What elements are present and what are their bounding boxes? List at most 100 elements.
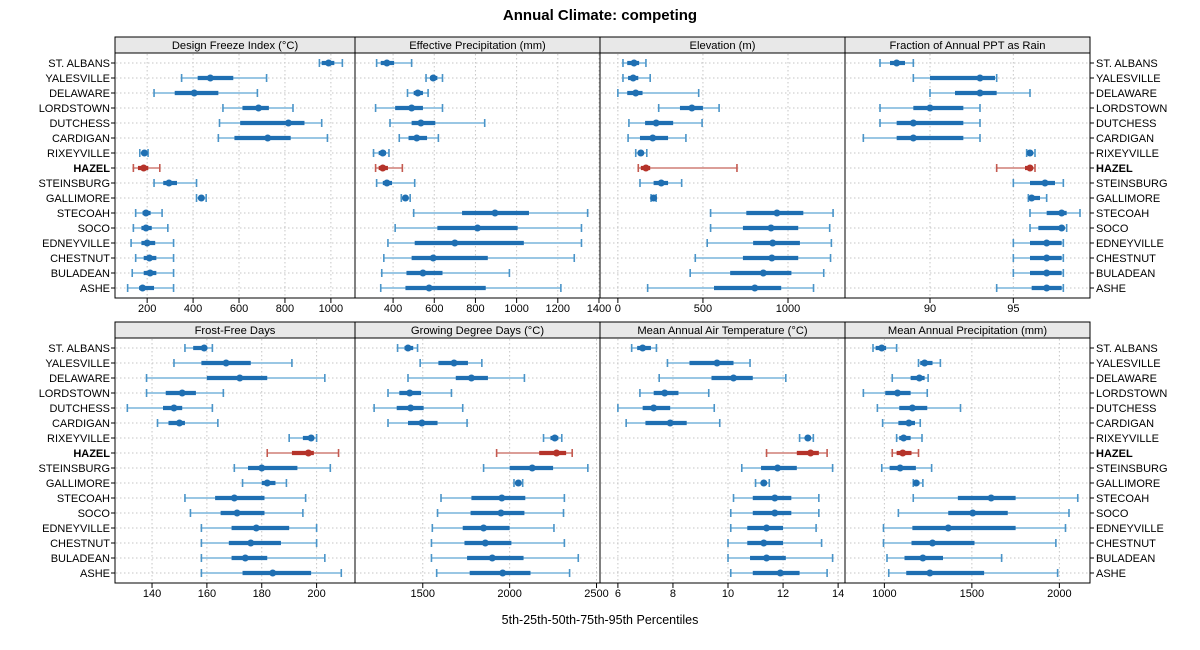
- site-label-left: EDNEYVILLE: [42, 523, 110, 535]
- glyph-layer: [617, 59, 834, 292]
- median-dot: [909, 134, 917, 142]
- site-label-right: STEINSBURG: [1096, 463, 1168, 475]
- percentile-glyph: [891, 374, 929, 382]
- percentile-glyph: [666, 359, 751, 367]
- median-dot: [429, 254, 437, 262]
- median-dot: [1043, 269, 1051, 277]
- site-label-left: ST. ALBANS: [48, 343, 110, 355]
- strip-title: Fraction of Annual PPT as Rain: [890, 40, 1046, 52]
- panel-border: [114, 337, 356, 584]
- percentile-glyph: [389, 119, 486, 127]
- percentile-glyph: [407, 374, 526, 382]
- median-dot: [1026, 164, 1034, 172]
- median-dot: [491, 209, 499, 217]
- median-dot: [760, 479, 768, 487]
- percentile-glyph: [425, 74, 444, 82]
- x-tick-label: 1200: [546, 303, 570, 315]
- percentile-glyph: [995, 284, 1065, 292]
- median-dot: [807, 449, 815, 457]
- percentile-glyph: [387, 239, 583, 247]
- site-label-right: YALESVILLE: [1096, 358, 1161, 370]
- panel-mean-annual-precipitation-mm-: Mean Annual Precipitation (mm) 1000 1500 20…: [844, 321, 1091, 600]
- x-tick-label: 400: [384, 303, 402, 315]
- median-dot: [197, 194, 205, 202]
- percentile-glyph: [729, 524, 817, 532]
- percentile-glyph: [1012, 269, 1065, 277]
- site-label-left: GALLIMORE: [46, 193, 110, 205]
- median-dot: [944, 524, 952, 532]
- median-dot: [408, 104, 416, 112]
- median-dot: [759, 269, 767, 277]
- median-dot: [926, 569, 934, 577]
- site-label-right: CARDIGAN: [1096, 418, 1154, 430]
- percentile-glyph: [891, 449, 920, 457]
- percentile-glyph: [646, 284, 815, 292]
- x-tick-label: 800: [466, 303, 484, 315]
- panel-border: [844, 337, 1091, 584]
- percentile-glyph: [222, 104, 294, 112]
- median-dot: [481, 539, 489, 547]
- site-label-right: STECOAH: [1096, 493, 1149, 505]
- glyph-layer: [617, 344, 834, 577]
- median-dot: [899, 449, 907, 457]
- glyph-layer: [373, 344, 589, 577]
- median-dot: [304, 449, 312, 457]
- median-dot: [896, 464, 904, 472]
- percentile-glyph: [482, 464, 589, 472]
- percentile-glyph: [876, 404, 962, 412]
- percentile-glyph: [153, 179, 198, 187]
- percentile-glyph: [132, 164, 161, 172]
- percentile-glyph: [495, 449, 573, 457]
- site-label-left: HAZEL: [73, 163, 110, 175]
- median-dot: [241, 554, 249, 562]
- glyph-layer: [126, 344, 343, 577]
- percentile-glyph: [400, 194, 411, 202]
- percentile-glyph: [729, 509, 820, 517]
- median-dot: [1058, 224, 1066, 232]
- median-dot: [768, 254, 776, 262]
- panel-border: [599, 337, 846, 584]
- median-dot: [905, 419, 913, 427]
- median-dot: [666, 419, 674, 427]
- percentile-glyph: [379, 284, 562, 292]
- median-dot: [255, 104, 263, 112]
- percentile-glyph: [617, 89, 700, 97]
- median-dot: [1028, 194, 1036, 202]
- median-dot: [252, 524, 260, 532]
- median-dot: [774, 464, 782, 472]
- x-tick-label: 14: [832, 588, 844, 600]
- percentile-glyph: [156, 419, 219, 427]
- percentile-glyph: [765, 449, 828, 457]
- median-dot: [418, 419, 426, 427]
- percentile-glyph: [383, 254, 576, 262]
- percentile-glyph: [995, 164, 1036, 172]
- median-dot: [263, 479, 271, 487]
- percentile-glyph: [406, 89, 429, 97]
- median-dot: [878, 344, 886, 352]
- site-label-right: ST. ALBANS: [1096, 58, 1158, 70]
- site-label-left: ASHE: [80, 283, 110, 295]
- median-dot: [1058, 209, 1066, 217]
- median-dot: [514, 479, 522, 487]
- median-dot: [206, 74, 214, 82]
- site-label-left: YALESVILLE: [45, 358, 110, 370]
- median-dot: [488, 554, 496, 562]
- site-label-left: DELAWARE: [49, 88, 110, 100]
- percentile-glyph: [658, 374, 787, 382]
- site-label-left: SOCO: [78, 223, 111, 235]
- median-dot: [987, 494, 995, 502]
- median-dot: [926, 104, 934, 112]
- percentile-glyph: [195, 194, 207, 202]
- percentile-glyph: [1012, 239, 1065, 247]
- x-tick-label: 140: [143, 588, 161, 600]
- chart-title: Annual Climate: competing: [502, 7, 698, 24]
- percentile-glyph: [1012, 179, 1065, 187]
- percentile-glyph: [1029, 224, 1068, 232]
- percentile-glyph: [1012, 254, 1065, 262]
- x-tick-label: 400: [184, 303, 202, 315]
- site-label-left: LORDSTOWN: [39, 103, 110, 115]
- x-tick-label: 1000: [872, 588, 896, 600]
- percentile-glyph: [881, 419, 922, 427]
- percentile-glyph: [542, 434, 563, 442]
- percentile-glyph: [630, 344, 658, 352]
